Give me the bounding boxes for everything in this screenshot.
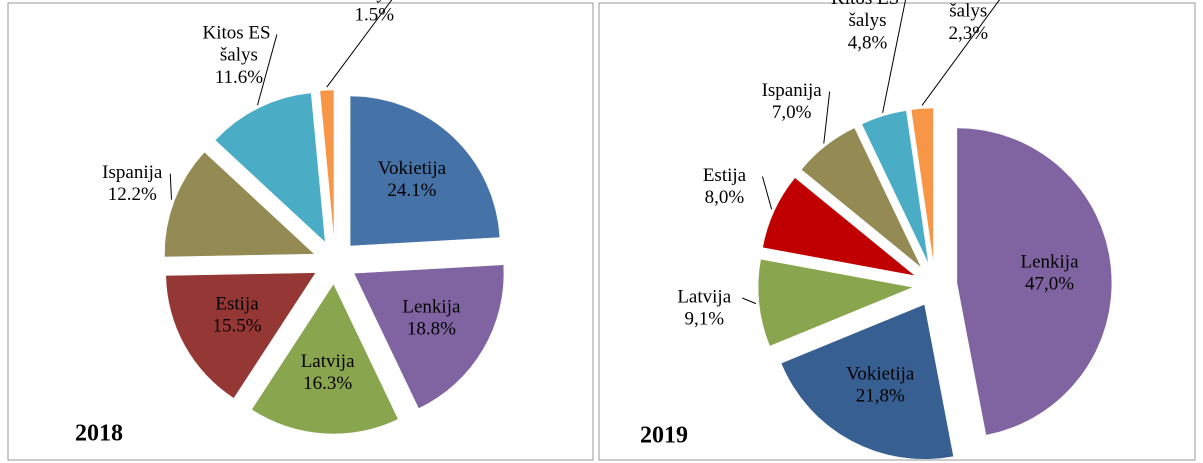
- pie-slice: [780, 303, 954, 460]
- leader-line: [882, 0, 906, 113]
- data-label: 18.8%: [407, 318, 456, 339]
- data-label: 4,8%: [848, 32, 888, 53]
- pie-slice: [861, 110, 929, 265]
- leader-line: [921, 0, 1000, 106]
- data-label: 12.2%: [108, 184, 157, 205]
- category-label: Lenkija: [1020, 252, 1079, 273]
- pie-slice: [349, 95, 501, 247]
- data-label: 8,0%: [705, 187, 745, 208]
- category-label: Kitos ES šalys: [202, 23, 275, 66]
- leader-line: [257, 34, 278, 106]
- data-label: 16.3%: [303, 373, 352, 394]
- data-label: 47,0%: [1025, 274, 1074, 295]
- pie-slice: [762, 177, 916, 277]
- category-label: Ispanija: [762, 80, 823, 101]
- data-label: 21,8%: [856, 385, 905, 406]
- leader-line: [326, 0, 393, 88]
- panel-border: [598, 2, 1196, 461]
- category-label: Lenkija: [402, 296, 461, 317]
- pie-slice: [801, 127, 922, 268]
- data-label: 7,0%: [772, 102, 812, 123]
- chart-title: 2019: [640, 423, 688, 449]
- data-label: 15.5%: [212, 316, 261, 337]
- pie-slice: [251, 283, 399, 435]
- pie-slice: [164, 151, 316, 258]
- category-label: Ispanija: [102, 162, 163, 183]
- pie-slice: [910, 107, 934, 264]
- category-label: Trečiosios šalys: [333, 0, 416, 4]
- leader-line: [169, 173, 172, 200]
- category-label: Vokietija: [378, 158, 447, 179]
- leader-line: [742, 297, 757, 305]
- pie-slice: [319, 89, 335, 241]
- category-label: Estija: [215, 294, 259, 315]
- pie-slice: [214, 92, 326, 243]
- pie-slice: [757, 258, 914, 347]
- leader-line: [761, 176, 773, 210]
- category-label: Estija: [703, 165, 747, 186]
- panel-border: [7, 2, 594, 461]
- data-label: 9,1%: [684, 308, 724, 329]
- pie-slice: [165, 272, 317, 399]
- data-label: 24.1%: [387, 180, 436, 201]
- category-label: Vokietija: [846, 363, 915, 384]
- category-label: Kitos ES šalys: [831, 0, 904, 31]
- chart-title: 2018: [75, 421, 123, 447]
- pie-slice: [956, 127, 1113, 436]
- category-label: Latvija: [677, 286, 731, 307]
- category-label: Trečiosios šalys: [927, 0, 1010, 22]
- category-label: Latvija: [301, 351, 355, 372]
- data-label: 11.6%: [215, 67, 264, 88]
- leader-line: [823, 91, 831, 144]
- pie-slice: [353, 264, 505, 409]
- data-label: 2,3%: [948, 23, 988, 44]
